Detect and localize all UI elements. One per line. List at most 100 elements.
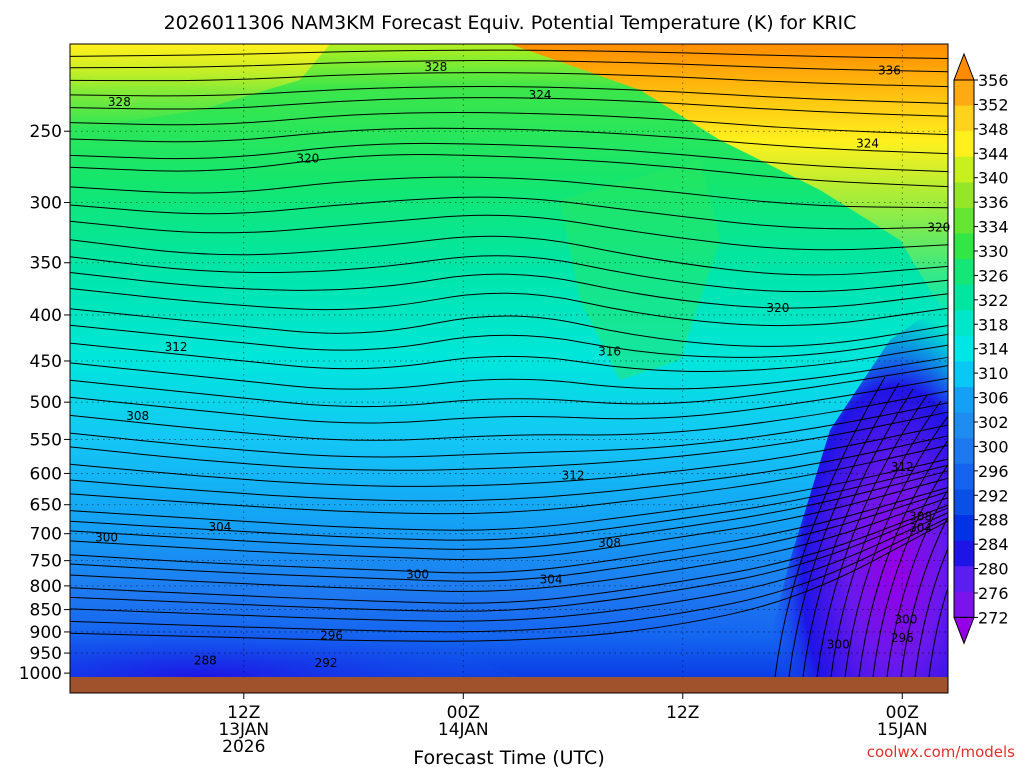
y-tick-label: 450 bbox=[30, 352, 62, 372]
colorbar-label: 272 bbox=[978, 608, 1009, 627]
colorbar-segment bbox=[954, 284, 974, 311]
contour-label: 324 bbox=[529, 88, 552, 102]
contour-line bbox=[70, 255, 948, 293]
contour-line bbox=[70, 72, 948, 88]
colorbar-segment bbox=[954, 310, 974, 337]
colorbar-label: 314 bbox=[978, 340, 1009, 359]
warm-upper-region bbox=[510, 44, 948, 320]
colorbar-segment bbox=[954, 566, 974, 593]
contour-label: 304 bbox=[909, 521, 932, 535]
y-tick-label: 850 bbox=[30, 601, 62, 621]
contour-label: 316 bbox=[598, 344, 621, 358]
colorbar-segment bbox=[954, 540, 974, 567]
colorbar-segment bbox=[954, 591, 974, 618]
x-tick-label: 12Z bbox=[227, 703, 260, 723]
colorbar-label: 330 bbox=[978, 242, 1009, 261]
contour-line bbox=[70, 60, 948, 73]
contour-line bbox=[802, 388, 914, 677]
contour-label: 312 bbox=[891, 460, 914, 474]
contour-line bbox=[70, 390, 948, 441]
contour-label: 336 bbox=[878, 63, 901, 77]
contour-line bbox=[70, 365, 948, 408]
colorbar-label: 302 bbox=[978, 413, 1009, 432]
contour-line bbox=[70, 214, 948, 251]
colorbar-segment bbox=[954, 335, 974, 362]
x-tick-label: 12Z bbox=[666, 703, 699, 723]
colorbar-segment bbox=[954, 233, 974, 260]
contour-label: 308 bbox=[909, 510, 932, 524]
contour-label: 288 bbox=[194, 653, 217, 667]
colorbar-label: 280 bbox=[978, 560, 1009, 579]
temperature-field bbox=[70, 44, 948, 677]
colorbar-min-arrow bbox=[953, 616, 975, 645]
colorbar-label: 296 bbox=[978, 462, 1009, 481]
contour-label: 320 bbox=[766, 301, 789, 315]
contour-line bbox=[70, 504, 948, 604]
colorbar-label: 336 bbox=[978, 193, 1009, 212]
colorbar-segment bbox=[954, 259, 974, 286]
isentrope-contours bbox=[70, 49, 948, 677]
contour-line bbox=[70, 444, 948, 515]
contour-line bbox=[70, 477, 948, 561]
contour-line bbox=[900, 515, 948, 677]
y-tick-label: 950 bbox=[30, 644, 62, 664]
contour-line bbox=[70, 272, 948, 309]
contour-label: 312 bbox=[562, 468, 585, 482]
x-axis-label: Forecast Time (UTC) bbox=[413, 747, 604, 768]
contour-label: 300 bbox=[894, 613, 917, 627]
contour-label: 292 bbox=[315, 656, 338, 670]
colorbar-segment bbox=[954, 80, 974, 107]
contour-line bbox=[928, 585, 948, 677]
contour-line bbox=[70, 402, 948, 458]
colorbar-label: 310 bbox=[978, 364, 1009, 383]
contour-line bbox=[70, 324, 948, 358]
y-axis: 2503003504004505005506006507007508008509… bbox=[19, 122, 70, 684]
colorbar-segment bbox=[954, 438, 974, 465]
contour-line bbox=[872, 463, 948, 677]
contour-line bbox=[70, 356, 948, 390]
contour-line bbox=[858, 439, 948, 677]
contour-line bbox=[70, 491, 948, 582]
contour-line bbox=[70, 497, 948, 592]
colorbar-label: 356 bbox=[978, 71, 1009, 90]
colorbar-segment bbox=[954, 515, 974, 542]
contour-label: 304 bbox=[540, 572, 563, 586]
surface-cold-region bbox=[70, 600, 520, 677]
contour-line bbox=[70, 464, 948, 541]
y-tick-label: 700 bbox=[30, 525, 62, 545]
contour-label: 320 bbox=[296, 151, 319, 165]
contour-label: 328 bbox=[108, 95, 131, 109]
contour-line bbox=[70, 235, 948, 276]
contour-line bbox=[70, 154, 948, 188]
plot-frame bbox=[69, 43, 949, 694]
contour-line bbox=[70, 458, 948, 531]
upper-trough-region bbox=[560, 160, 720, 380]
y-tick-label: 250 bbox=[30, 122, 62, 142]
y-tick-label: 500 bbox=[30, 393, 62, 413]
contour-line bbox=[70, 142, 948, 173]
chart-title: 2026011306 NAM3KM Forecast Equiv. Potent… bbox=[164, 12, 857, 34]
y-tick-label: 650 bbox=[30, 496, 62, 516]
contour-line bbox=[70, 435, 948, 502]
contour-line bbox=[70, 112, 948, 136]
contour-line bbox=[70, 424, 948, 487]
colorbar-label: 318 bbox=[978, 315, 1009, 334]
contour-line bbox=[70, 308, 948, 347]
colorbar-segment bbox=[954, 131, 974, 158]
colorbar-segment bbox=[954, 207, 974, 235]
contour-line bbox=[788, 382, 900, 677]
contour-line bbox=[70, 288, 948, 327]
ground-surface bbox=[70, 677, 948, 693]
contour-line bbox=[70, 487, 948, 574]
colorbar-label: 300 bbox=[978, 437, 1009, 456]
contour-label: 328 bbox=[424, 60, 447, 74]
colorbar-segment bbox=[954, 412, 974, 439]
contour-line bbox=[844, 415, 948, 677]
colorbar-label: 334 bbox=[978, 218, 1009, 237]
colorbar-label: 276 bbox=[978, 584, 1009, 603]
contour-line bbox=[70, 342, 948, 373]
colorbar-label: 352 bbox=[978, 95, 1009, 114]
contour-line bbox=[70, 86, 948, 104]
y-tick-label: 750 bbox=[30, 552, 62, 572]
